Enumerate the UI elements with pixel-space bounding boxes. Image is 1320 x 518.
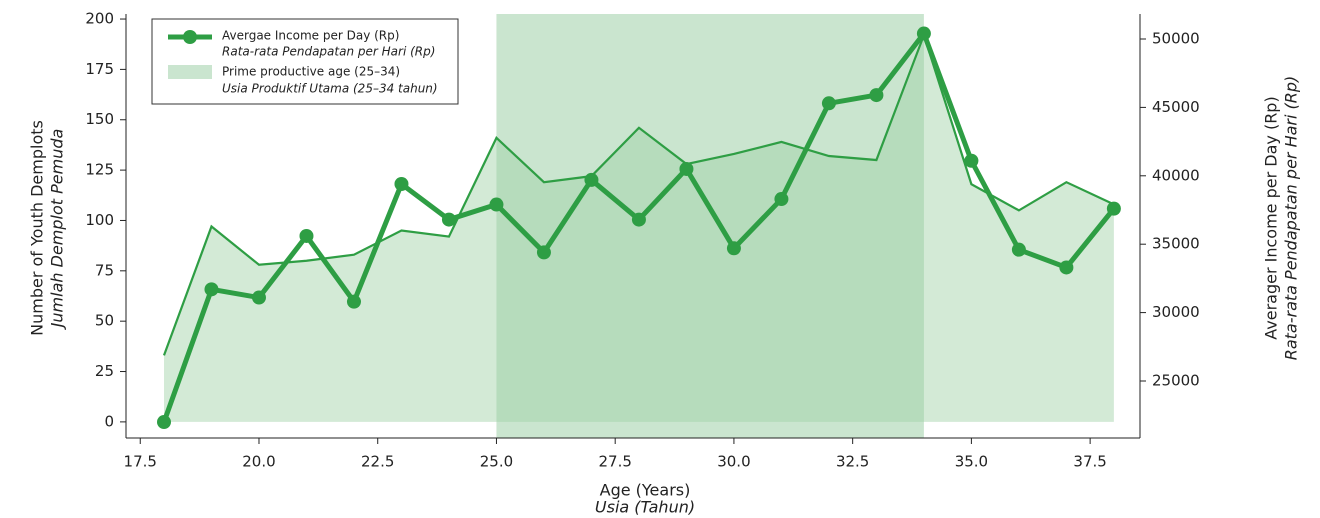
marker [679,161,694,176]
y-tick-label: 0 [104,412,114,430]
marker [774,192,789,207]
marker [1011,242,1026,257]
x-tick-label: 30.0 [717,453,750,471]
x-label-alt: Usia (Tahun) [595,498,695,517]
marker [346,294,361,309]
marker [299,228,314,243]
x-tick-label: 27.5 [598,453,631,471]
y-label: Number of Youth Demplots [28,120,47,336]
x-tick-label: 37.5 [1073,453,1106,471]
marker [536,245,551,260]
marker [726,241,741,256]
y-tick-label: 200 [85,10,114,28]
y2-label: Averager Income per Day (Rp) [1262,96,1281,339]
marker [631,212,646,227]
y2-tick-label: 50000 [1152,29,1200,47]
marker [821,96,836,111]
marker [964,153,979,168]
y2-tick-label: 35000 [1152,235,1200,253]
legend-swatch [183,30,197,44]
y2-tick-label: 25000 [1152,371,1200,389]
marker [1106,201,1121,216]
marker [441,212,456,227]
x-tick-label: 32.5 [836,453,869,471]
marker [156,415,171,430]
legend-label: Rata-rata Pendapatan per Hari (Rp) [222,45,435,59]
y2-label-alt: Rata-rata Pendapatan per Hari (Rp) [1282,76,1301,361]
x-tick-label: 17.5 [124,453,157,471]
marker [251,290,266,305]
y-tick-label: 100 [85,211,114,229]
x-tick-label: 20.0 [242,453,275,471]
marker [394,177,409,192]
marker [204,282,219,297]
y-tick-label: 150 [85,110,114,128]
legend-label: Avergae Income per Day (Rp) [222,29,399,43]
x-tick-label: 35.0 [955,453,988,471]
legend-box [151,18,459,105]
marker [584,172,599,187]
y-tick-label: 125 [85,161,114,179]
y-tick-label: 25 [95,362,114,380]
marker [869,88,884,103]
legend-label: Usia Produktif Utama (25–34 tahun) [222,82,438,96]
span [496,14,924,438]
y2-tick-label: 30000 [1152,303,1200,321]
y2-tick-label: 40000 [1152,166,1200,184]
x-tick-label: 22.5 [361,453,394,471]
y-tick-label: 50 [95,312,114,330]
y-tick-label: 75 [95,261,114,279]
x-label: Age (Years) [600,481,691,500]
marker [916,26,931,41]
legend-swatch [168,65,212,79]
x-tick-label: 25.0 [480,453,513,471]
y-label-alt: Jumlah Demplot Pemuda [48,129,67,331]
marker [489,197,504,212]
marker [1059,260,1074,275]
legend-label: Prime productive age (25–34) [222,65,400,79]
y-tick-label: 175 [85,60,114,78]
y2-tick-label: 45000 [1152,98,1200,116]
